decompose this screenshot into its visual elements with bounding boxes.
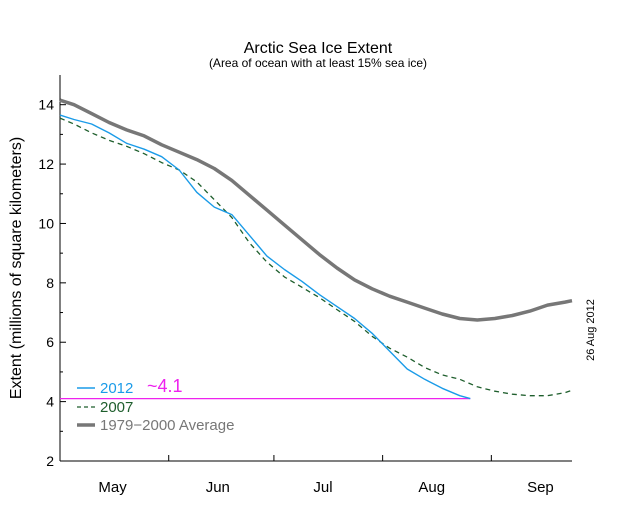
series-line-2007	[59, 117, 573, 397]
y-tick-label: 10	[38, 215, 54, 231]
y-tick-label: 4	[46, 394, 54, 410]
y-tick-label: 12	[38, 156, 54, 172]
y-tick-label: 2	[46, 453, 54, 469]
source-credit: 26 Aug 2012	[585, 299, 597, 361]
series-line-average	[59, 98, 573, 322]
legend-label: 1979−2000 Average	[100, 417, 234, 434]
chart-subtitle: (Area of ocean with at least 15% sea ice…	[209, 56, 427, 70]
x-tick-label: Aug	[418, 479, 445, 496]
chart-title: Arctic Sea Ice Extent	[244, 40, 393, 57]
series-line-2012	[59, 114, 471, 400]
plot-area: 2 4 6 8 10 12 14 May Jun Jul Aug Sep 2012 20071979−20…	[38, 75, 573, 496]
x-tick-label: Jun	[206, 479, 230, 496]
x-tick-label: Jul	[313, 479, 332, 496]
annotation-value: ~4.1	[147, 376, 183, 396]
y-axis-label: Extent (millions of square kilometers)	[8, 137, 25, 399]
x-tick-label: Sep	[527, 479, 554, 496]
legend-label: 2007	[100, 399, 133, 416]
x-tick-label: May	[98, 479, 127, 496]
y-tick-label: 6	[46, 334, 54, 350]
y-tick-label: 14	[38, 97, 54, 113]
y-tick-label: 8	[46, 275, 54, 291]
legend-label: 2012	[100, 380, 133, 397]
